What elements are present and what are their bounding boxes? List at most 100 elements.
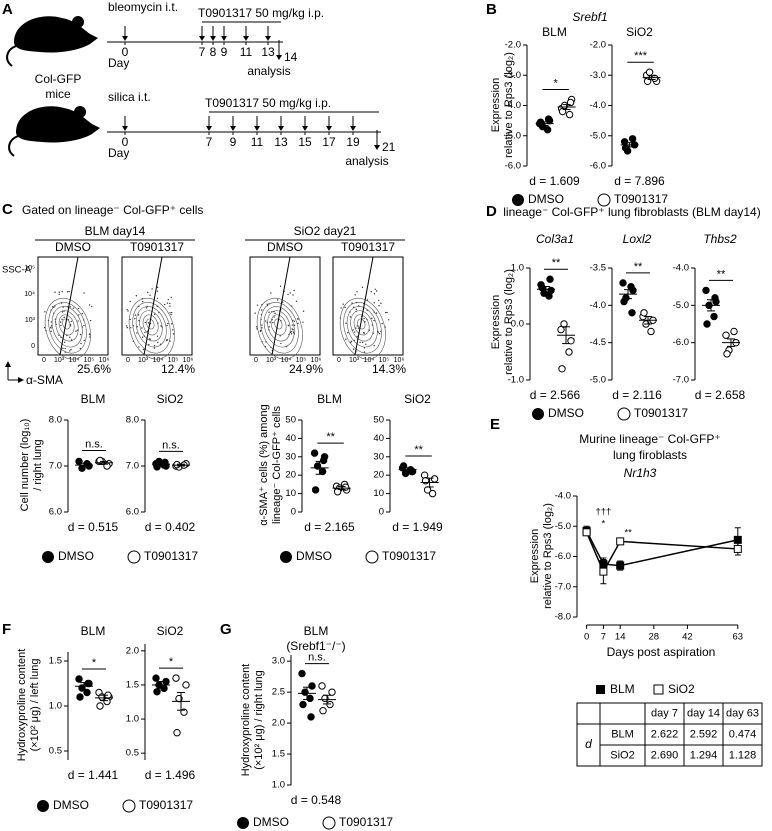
sample-label: DMSO bbox=[267, 240, 303, 254]
flow-event bbox=[169, 302, 171, 305]
flow-event bbox=[156, 290, 159, 293]
flow-x-tick: 10⁶ bbox=[311, 357, 322, 364]
arrow-head bbox=[5, 361, 11, 367]
flow-event bbox=[88, 304, 91, 306]
data-point bbox=[96, 702, 104, 710]
flow-event bbox=[351, 302, 353, 304]
y-tick-label: -5.0 bbox=[590, 375, 606, 386]
flow-event bbox=[380, 302, 382, 304]
day-label: 13 bbox=[274, 135, 288, 149]
flow-contour bbox=[51, 306, 83, 348]
data-point bbox=[616, 561, 625, 570]
plot-subtitle: (Srebf1⁻/⁻) bbox=[286, 639, 345, 653]
flow-contour bbox=[142, 314, 159, 336]
arrow-head bbox=[122, 126, 128, 131]
flow-x-tick: 10⁵ bbox=[168, 357, 179, 364]
day-label: 11 bbox=[240, 45, 253, 59]
x-tick-label: 7 bbox=[601, 632, 606, 643]
flow-event bbox=[66, 291, 69, 293]
arrow-head bbox=[210, 36, 216, 41]
legend-marker bbox=[597, 193, 611, 207]
flow-contour bbox=[267, 310, 291, 342]
flow-event bbox=[291, 328, 293, 330]
flow-event bbox=[63, 316, 65, 318]
flow-event bbox=[60, 324, 62, 327]
y-tick-label: 2.0 bbox=[126, 645, 139, 656]
data-point bbox=[328, 688, 336, 696]
plot-title: BLM bbox=[542, 25, 567, 39]
legend-label: DMSO bbox=[528, 192, 564, 206]
day-label: 9 bbox=[221, 45, 228, 59]
flow-event bbox=[160, 325, 162, 327]
y-axis-label: Hydroxyproline content bbox=[240, 664, 252, 777]
arrow-head bbox=[243, 36, 249, 41]
legend-label: T0901317 bbox=[339, 815, 393, 829]
data-point bbox=[582, 528, 591, 537]
analysis-label: analysis bbox=[345, 154, 388, 168]
flow-x-tick: 10⁴ bbox=[364, 357, 375, 364]
mouse-tail bbox=[8, 135, 19, 157]
legend-marker bbox=[512, 194, 524, 206]
y-tick-label: 2.0 bbox=[272, 718, 285, 729]
arrow-head bbox=[278, 126, 284, 131]
flow-event bbox=[302, 321, 304, 323]
flow-event bbox=[169, 305, 171, 307]
significance-label: *** bbox=[634, 50, 648, 62]
mouse-label: mice bbox=[45, 87, 71, 101]
sample-label: DMSO bbox=[55, 240, 91, 254]
data-point bbox=[543, 126, 552, 134]
flow-event bbox=[279, 335, 281, 337]
flow-x-tick: 0 bbox=[337, 357, 341, 364]
flow-event bbox=[166, 324, 168, 327]
y-axis-label: Expression bbox=[490, 295, 502, 349]
arrow-head bbox=[374, 145, 380, 150]
data-point bbox=[730, 327, 738, 336]
flow-event bbox=[89, 333, 91, 336]
y-tick-label: -8.0 bbox=[555, 612, 571, 623]
annotation: ††† bbox=[595, 507, 611, 518]
annotation: ** bbox=[624, 528, 632, 539]
significance-label: * bbox=[553, 77, 558, 89]
effect-size: d = 0.515 bbox=[68, 520, 119, 534]
flow-event bbox=[69, 336, 71, 339]
flow-event bbox=[291, 324, 294, 326]
data-point bbox=[172, 674, 180, 682]
effect-size: d = 1.949 bbox=[392, 520, 443, 534]
y-tick-label: 20 bbox=[285, 470, 296, 481]
flow-event bbox=[148, 343, 150, 346]
flow-event bbox=[156, 335, 159, 337]
y-tick-label: 6.0 bbox=[49, 507, 62, 518]
y-tick-label: 7.0 bbox=[126, 461, 139, 472]
flow-x-tick: 10³ bbox=[349, 357, 360, 364]
flow-event bbox=[268, 326, 270, 328]
panel-label: E bbox=[490, 416, 500, 433]
flow-y-tick: 10⁵ bbox=[24, 265, 35, 272]
y-tick-label: 30 bbox=[373, 451, 384, 462]
y-axis-label: (×10² μg) / right lung bbox=[253, 670, 265, 770]
y-tick-label: 20 bbox=[373, 470, 384, 481]
y-tick-label: -3.0 bbox=[590, 70, 606, 81]
flow-event bbox=[266, 303, 268, 305]
flow-contour bbox=[135, 306, 167, 348]
flow-event bbox=[61, 311, 64, 313]
significance-label: n.s. bbox=[308, 651, 326, 663]
data-point bbox=[702, 286, 710, 295]
flow-event bbox=[375, 312, 378, 314]
y-tick-label: 0 bbox=[379, 507, 384, 518]
y-tick-label: 40 bbox=[285, 433, 296, 444]
day-label: 8 bbox=[210, 45, 217, 59]
data-point bbox=[308, 682, 316, 690]
flow-event bbox=[374, 288, 376, 291]
mouse-icon bbox=[8, 106, 100, 157]
data-point bbox=[103, 697, 111, 706]
flow-event bbox=[293, 320, 296, 322]
flow-x-tick: 10³ bbox=[266, 357, 277, 364]
flow-event bbox=[290, 333, 293, 335]
panel-label: G bbox=[220, 621, 232, 638]
legend-label: T0901317 bbox=[382, 549, 436, 563]
flow-event bbox=[89, 319, 92, 322]
plot-title: BLM bbox=[81, 624, 106, 638]
mouse-body bbox=[14, 16, 98, 53]
legend-label: T0901317 bbox=[139, 798, 193, 812]
flow-x-tick: 0 bbox=[254, 357, 258, 364]
